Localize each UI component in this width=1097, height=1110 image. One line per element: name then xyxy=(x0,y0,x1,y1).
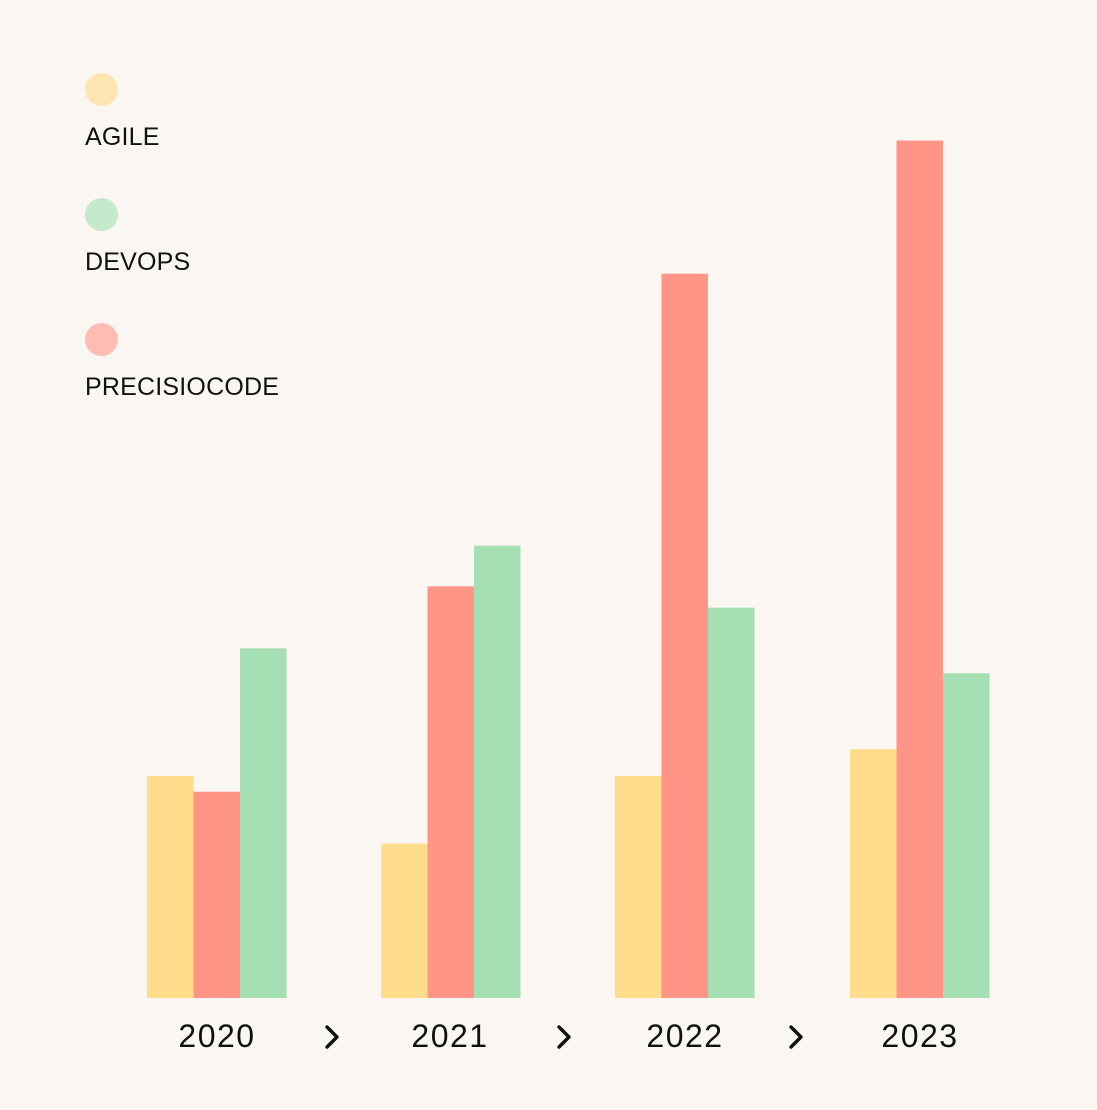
bar-devops-2020 xyxy=(240,648,287,998)
legend-label-devops: DEVOPS xyxy=(85,248,191,276)
bar-precisiocode-2020 xyxy=(193,791,240,998)
bar-precisiocode-2021 xyxy=(427,586,474,998)
legend-item-precisiocode: PRECISIOCODE xyxy=(85,323,279,400)
bar-agile-2021 xyxy=(381,843,428,998)
chevron-right-icon xyxy=(789,1025,803,1049)
legend-label-agile: AGILE xyxy=(85,123,160,151)
bar-devops-2023 xyxy=(943,673,990,998)
bar-agile-2020 xyxy=(147,776,194,998)
legend-label-precisiocode: PRECISIOCODE xyxy=(85,373,280,401)
chevron-right-icon xyxy=(325,1025,339,1049)
bar-devops-2021 xyxy=(474,545,521,998)
legend-dot-precisiocode xyxy=(85,323,118,356)
bar-devops-2022 xyxy=(708,607,755,998)
legend-dot-agile xyxy=(85,73,118,106)
bar-precisiocode-2023 xyxy=(896,140,943,998)
chevron-right-icon xyxy=(557,1025,571,1049)
bar-precisiocode-2022 xyxy=(661,273,708,999)
bar-group xyxy=(147,140,990,999)
x-tick-label: 2021 xyxy=(411,1018,489,1054)
legend-item-devops: DEVOPS xyxy=(85,198,190,275)
x-tick-label: 2020 xyxy=(178,1018,256,1054)
bar-agile-2022 xyxy=(615,776,662,998)
bar-agile-2023 xyxy=(850,749,897,998)
x-tick-label: 2023 xyxy=(881,1018,959,1054)
legend-item-agile: AGILE xyxy=(85,73,159,150)
legend-dot-devops xyxy=(85,198,118,231)
x-tick-label: 2022 xyxy=(646,1018,724,1054)
